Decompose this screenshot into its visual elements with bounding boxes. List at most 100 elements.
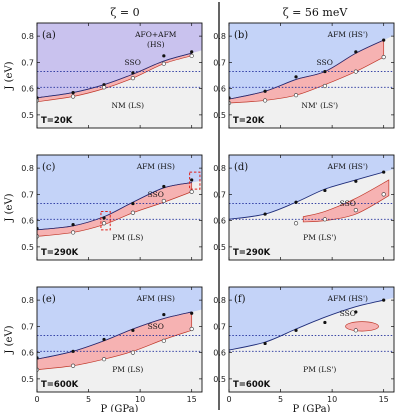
upper-region-c bbox=[37, 155, 202, 230]
plot-area-c bbox=[37, 155, 202, 260]
point-filled-c bbox=[190, 178, 194, 182]
x-tick-label-e: 10 bbox=[135, 395, 145, 404]
panel-label-e: (e) bbox=[42, 294, 56, 305]
point-open-a bbox=[161, 61, 166, 66]
point-filled-d bbox=[382, 170, 386, 174]
upper-region-label-e: AFM (HS) bbox=[136, 294, 175, 303]
y-axis-label-c: J (eV) bbox=[4, 193, 15, 222]
y-tick-label-c: 0.6 bbox=[21, 217, 34, 226]
temperature-label-a: T=20K bbox=[41, 116, 73, 126]
sso-bubble-f bbox=[345, 321, 379, 332]
axes-frame-d bbox=[228, 154, 395, 261]
x-tick-label-f: 15 bbox=[379, 395, 389, 404]
x-tick-label-e: 15 bbox=[187, 395, 197, 404]
y-tick-label-f: 0.7 bbox=[213, 322, 226, 331]
y-tick-label-e: 0.8 bbox=[21, 296, 34, 305]
panel-label-b: (b) bbox=[234, 30, 248, 41]
lower-region-label-b: NM' (LS') bbox=[301, 101, 338, 110]
point-filled-f bbox=[294, 328, 298, 332]
y-tick-label-e: 0.5 bbox=[21, 375, 34, 384]
point-open-e bbox=[101, 357, 107, 362]
plot-area-f bbox=[229, 287, 394, 392]
upper-region-e bbox=[37, 287, 202, 360]
plot-area-d bbox=[229, 155, 394, 260]
panel-f: 0.5 0.6 0.7 0.8 0 5 10 15 P (GPa) (f) AFM (HS') SSO… bbox=[213, 286, 395, 412]
point-open-b bbox=[293, 93, 299, 98]
point-open-b bbox=[262, 98, 268, 103]
middle-region-label-b: SSO bbox=[317, 58, 333, 67]
y-tick-label-b: 0.5 bbox=[213, 111, 226, 120]
point-filled-f bbox=[382, 298, 386, 302]
plot-area-a bbox=[37, 23, 202, 128]
point-filled-c bbox=[162, 184, 166, 189]
y-axis-label-a: J (eV) bbox=[4, 61, 15, 90]
panel-e: 0.5 0.6 0.7 0.8 0 5 10 15 J (eV) P (GPa) (e) AFM (H… bbox=[4, 286, 203, 412]
point-filled-d bbox=[263, 212, 267, 216]
panel-b: 0.5 0.6 0.7 0.8 (b) AFM (HS') SSO NM' (LS') T=20… bbox=[213, 22, 395, 129]
upper-region-b bbox=[229, 23, 394, 100]
upper-region-label-c: AFM (HS) bbox=[136, 162, 175, 171]
x-tick-label-f: 0 bbox=[226, 395, 231, 404]
y-tick-label-d: 0.8 bbox=[213, 164, 226, 173]
point-open-c bbox=[130, 210, 136, 215]
point-open-d bbox=[381, 192, 386, 197]
lower-region-label-d: PM (LS') bbox=[303, 233, 336, 242]
point-filled-e bbox=[131, 328, 135, 332]
lower-region-label-c: PM (LS) bbox=[112, 233, 143, 242]
temperature-label-f: T=600K bbox=[233, 380, 271, 390]
y-tick-label-c: 0.7 bbox=[21, 190, 34, 199]
point-filled-f bbox=[354, 310, 358, 314]
lower-region-label-f: PM (LS') bbox=[303, 365, 336, 374]
column-title-left: ζ = 0 bbox=[110, 6, 139, 19]
point-filled-c bbox=[102, 216, 106, 220]
point-open-a bbox=[101, 85, 107, 90]
temperature-label-c: T=290K bbox=[41, 248, 79, 258]
upper-region-d bbox=[229, 155, 394, 220]
point-open-b bbox=[322, 83, 328, 89]
plot-area-b bbox=[229, 23, 394, 128]
point-open-c bbox=[161, 198, 166, 204]
point-open-b bbox=[381, 55, 386, 60]
upper-boundary-c bbox=[37, 182, 192, 231]
y-tick-label-b: 0.7 bbox=[213, 58, 226, 67]
upper-region-label-f: AFM (HS') bbox=[327, 294, 368, 303]
y-tick-label-f: 0.8 bbox=[213, 296, 226, 305]
highlight-box-c-0 bbox=[100, 210, 111, 231]
axes-frame-c bbox=[36, 154, 203, 261]
panel-label-a: (a) bbox=[42, 30, 56, 41]
temperature-label-d: T=290K bbox=[233, 248, 271, 258]
y-tick-label-f: 0.6 bbox=[213, 349, 226, 358]
x-axis-label-f: P (GPa) bbox=[293, 404, 331, 412]
upper-region-label-a: (HS) bbox=[147, 40, 165, 49]
point-filled-e bbox=[190, 311, 194, 315]
x-tick-label-e: 5 bbox=[86, 395, 91, 404]
axes-frame-b bbox=[228, 22, 395, 129]
lower-region-label-e: PM (LS) bbox=[112, 365, 143, 374]
temperature-label-b: T=20K bbox=[233, 116, 265, 126]
y-tick-label-b: 0.8 bbox=[213, 32, 226, 41]
middle-region-label-e: SSO bbox=[148, 322, 164, 331]
point-filled-e bbox=[162, 312, 166, 317]
upper-boundary-a bbox=[37, 52, 192, 99]
y-tick-label-a: 0.6 bbox=[21, 85, 34, 94]
panel-a: 0.5 0.6 0.7 0.8 J (eV) (a) AFO+AFM(HS) SSO NM (L… bbox=[4, 22, 203, 129]
point-filled-d bbox=[323, 188, 327, 193]
point-filled-f bbox=[323, 320, 327, 325]
x-tick-label-e: 0 bbox=[34, 395, 39, 404]
point-filled-c bbox=[131, 201, 135, 206]
point-open-f bbox=[353, 328, 358, 333]
lower-region-label-a: NM (LS) bbox=[111, 101, 144, 110]
point-open-d bbox=[293, 221, 299, 226]
axes-frame-f bbox=[228, 286, 395, 393]
point-filled-c bbox=[71, 222, 75, 227]
transition-line-d bbox=[229, 171, 384, 220]
middle-region-label-f: SSO bbox=[340, 309, 356, 318]
panel-label-c: (c) bbox=[42, 162, 56, 173]
y-tick-label-b: 0.6 bbox=[213, 85, 226, 94]
y-tick-label-e: 0.7 bbox=[21, 322, 34, 331]
point-filled-b bbox=[263, 89, 267, 93]
y-tick-label-a: 0.5 bbox=[21, 111, 34, 120]
point-open-e bbox=[130, 350, 136, 355]
upper-region-f bbox=[229, 287, 394, 350]
